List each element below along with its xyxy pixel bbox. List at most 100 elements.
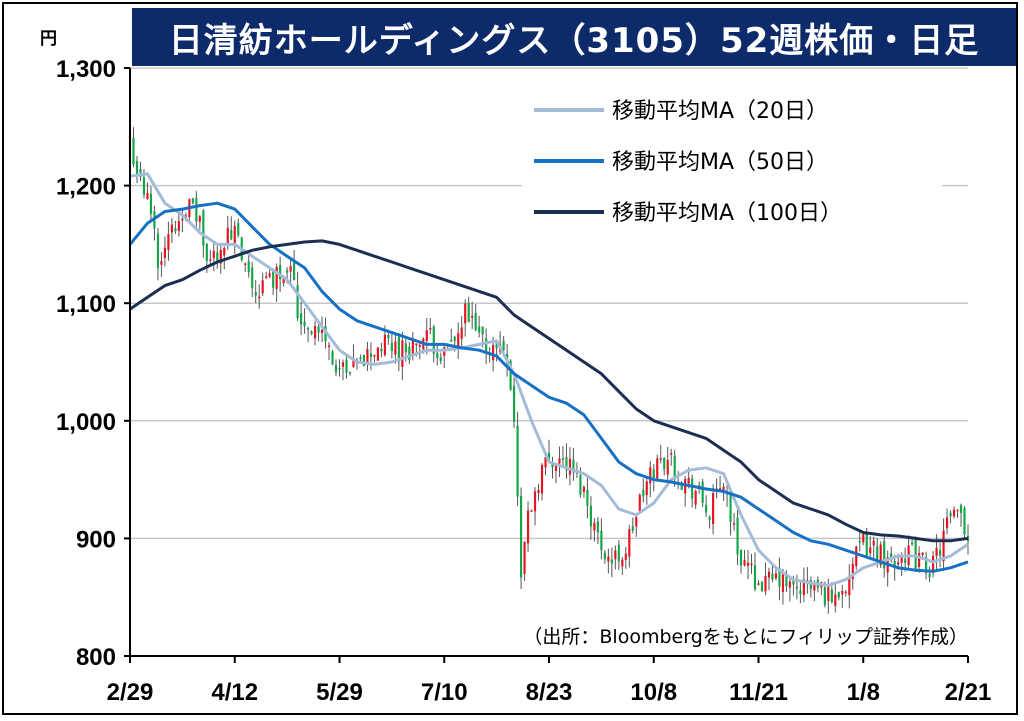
candle-down xyxy=(380,348,383,352)
candle-down xyxy=(911,542,914,545)
candle-up xyxy=(764,575,767,592)
candle-down xyxy=(306,327,310,330)
candle-down xyxy=(663,457,666,470)
x-tick-label: 1/8 xyxy=(847,679,880,706)
candle-down xyxy=(949,512,952,517)
candle-down xyxy=(617,544,620,562)
candle-up xyxy=(568,458,572,475)
candle-down xyxy=(408,346,411,360)
candle-up xyxy=(233,225,236,245)
candle-down xyxy=(572,459,575,473)
candle-up xyxy=(952,509,956,517)
candle-up xyxy=(383,334,386,355)
candle-down xyxy=(509,360,512,390)
candle-down xyxy=(865,532,868,557)
candle-down xyxy=(279,265,282,280)
candle-down xyxy=(436,352,439,359)
candle-down xyxy=(300,313,303,325)
candle-down xyxy=(310,331,313,334)
candle-up xyxy=(855,546,858,567)
candle-up xyxy=(956,509,959,512)
candle-down xyxy=(338,367,341,370)
candle-up xyxy=(530,510,533,512)
candle-up xyxy=(788,581,792,588)
candle-up xyxy=(670,453,673,455)
y-tick-label: 1,100 xyxy=(56,291,116,318)
candle-up xyxy=(638,494,641,514)
candle-up xyxy=(181,218,184,221)
candle-down xyxy=(467,302,470,322)
x-tick-label: 2/29 xyxy=(107,679,154,706)
candle-up xyxy=(851,563,854,579)
candle-up xyxy=(921,552,924,556)
candle-up xyxy=(163,247,166,258)
candle-up xyxy=(767,571,771,578)
candle-down xyxy=(478,326,481,333)
candle-up xyxy=(645,481,648,496)
candle-down xyxy=(254,291,257,296)
candle-up xyxy=(649,467,652,484)
candle-down xyxy=(516,425,519,497)
candle-up xyxy=(750,563,753,566)
candle-down xyxy=(596,521,599,533)
candle-down xyxy=(631,526,634,531)
candle-up xyxy=(244,263,247,265)
candle-down xyxy=(202,210,205,246)
candle-down xyxy=(890,553,893,560)
candle-down xyxy=(303,321,306,326)
candle-down xyxy=(708,516,711,520)
candle-up xyxy=(219,250,222,264)
candle-down xyxy=(736,517,739,555)
candle-down xyxy=(792,580,795,585)
candle-down xyxy=(795,586,798,589)
candle-up xyxy=(526,510,530,544)
candle-up xyxy=(719,488,722,490)
candle-down xyxy=(858,540,861,543)
candle-up xyxy=(614,550,617,560)
candle-up xyxy=(464,303,467,324)
candle-down xyxy=(785,573,788,587)
candle-down xyxy=(928,573,931,578)
candle-up xyxy=(258,296,261,299)
candle-down xyxy=(876,546,879,562)
candle-up xyxy=(327,345,331,348)
candle-up xyxy=(425,330,428,342)
candle-down xyxy=(513,385,516,423)
candle-down xyxy=(439,357,442,362)
candle-down xyxy=(135,160,139,175)
candle-up xyxy=(827,584,830,601)
candle-down xyxy=(547,452,551,463)
x-tick-label: 4/12 xyxy=(211,679,258,706)
candle-up xyxy=(212,250,215,259)
candle-down xyxy=(603,552,606,560)
candle-up xyxy=(223,247,226,256)
candle-up xyxy=(544,457,547,468)
candle-down xyxy=(778,568,781,587)
candle-up xyxy=(401,340,404,367)
candle-up xyxy=(209,259,212,261)
candle-down xyxy=(485,338,488,352)
candle-up xyxy=(932,555,935,573)
candle-down xyxy=(149,193,153,214)
candle-up xyxy=(265,276,268,279)
candle-down xyxy=(837,592,840,598)
candle-up xyxy=(177,221,180,231)
candle-up xyxy=(945,517,949,529)
candle-down xyxy=(551,464,554,468)
candle-up xyxy=(268,273,271,277)
candle-up xyxy=(607,556,610,562)
candle-up xyxy=(942,530,945,562)
candle-down xyxy=(474,312,477,331)
candle-down xyxy=(495,341,498,349)
candle-down xyxy=(237,223,240,236)
candle-up xyxy=(146,193,149,200)
candle-up xyxy=(457,333,460,347)
candle-down xyxy=(387,335,390,339)
y-tick-label: 1,300 xyxy=(56,56,116,83)
candle-down xyxy=(938,550,942,556)
candle-down xyxy=(390,342,393,352)
legend-label-ma100: 移動平均MA（100日） xyxy=(612,201,842,226)
candle-down xyxy=(453,336,456,341)
candle-down xyxy=(362,354,366,367)
